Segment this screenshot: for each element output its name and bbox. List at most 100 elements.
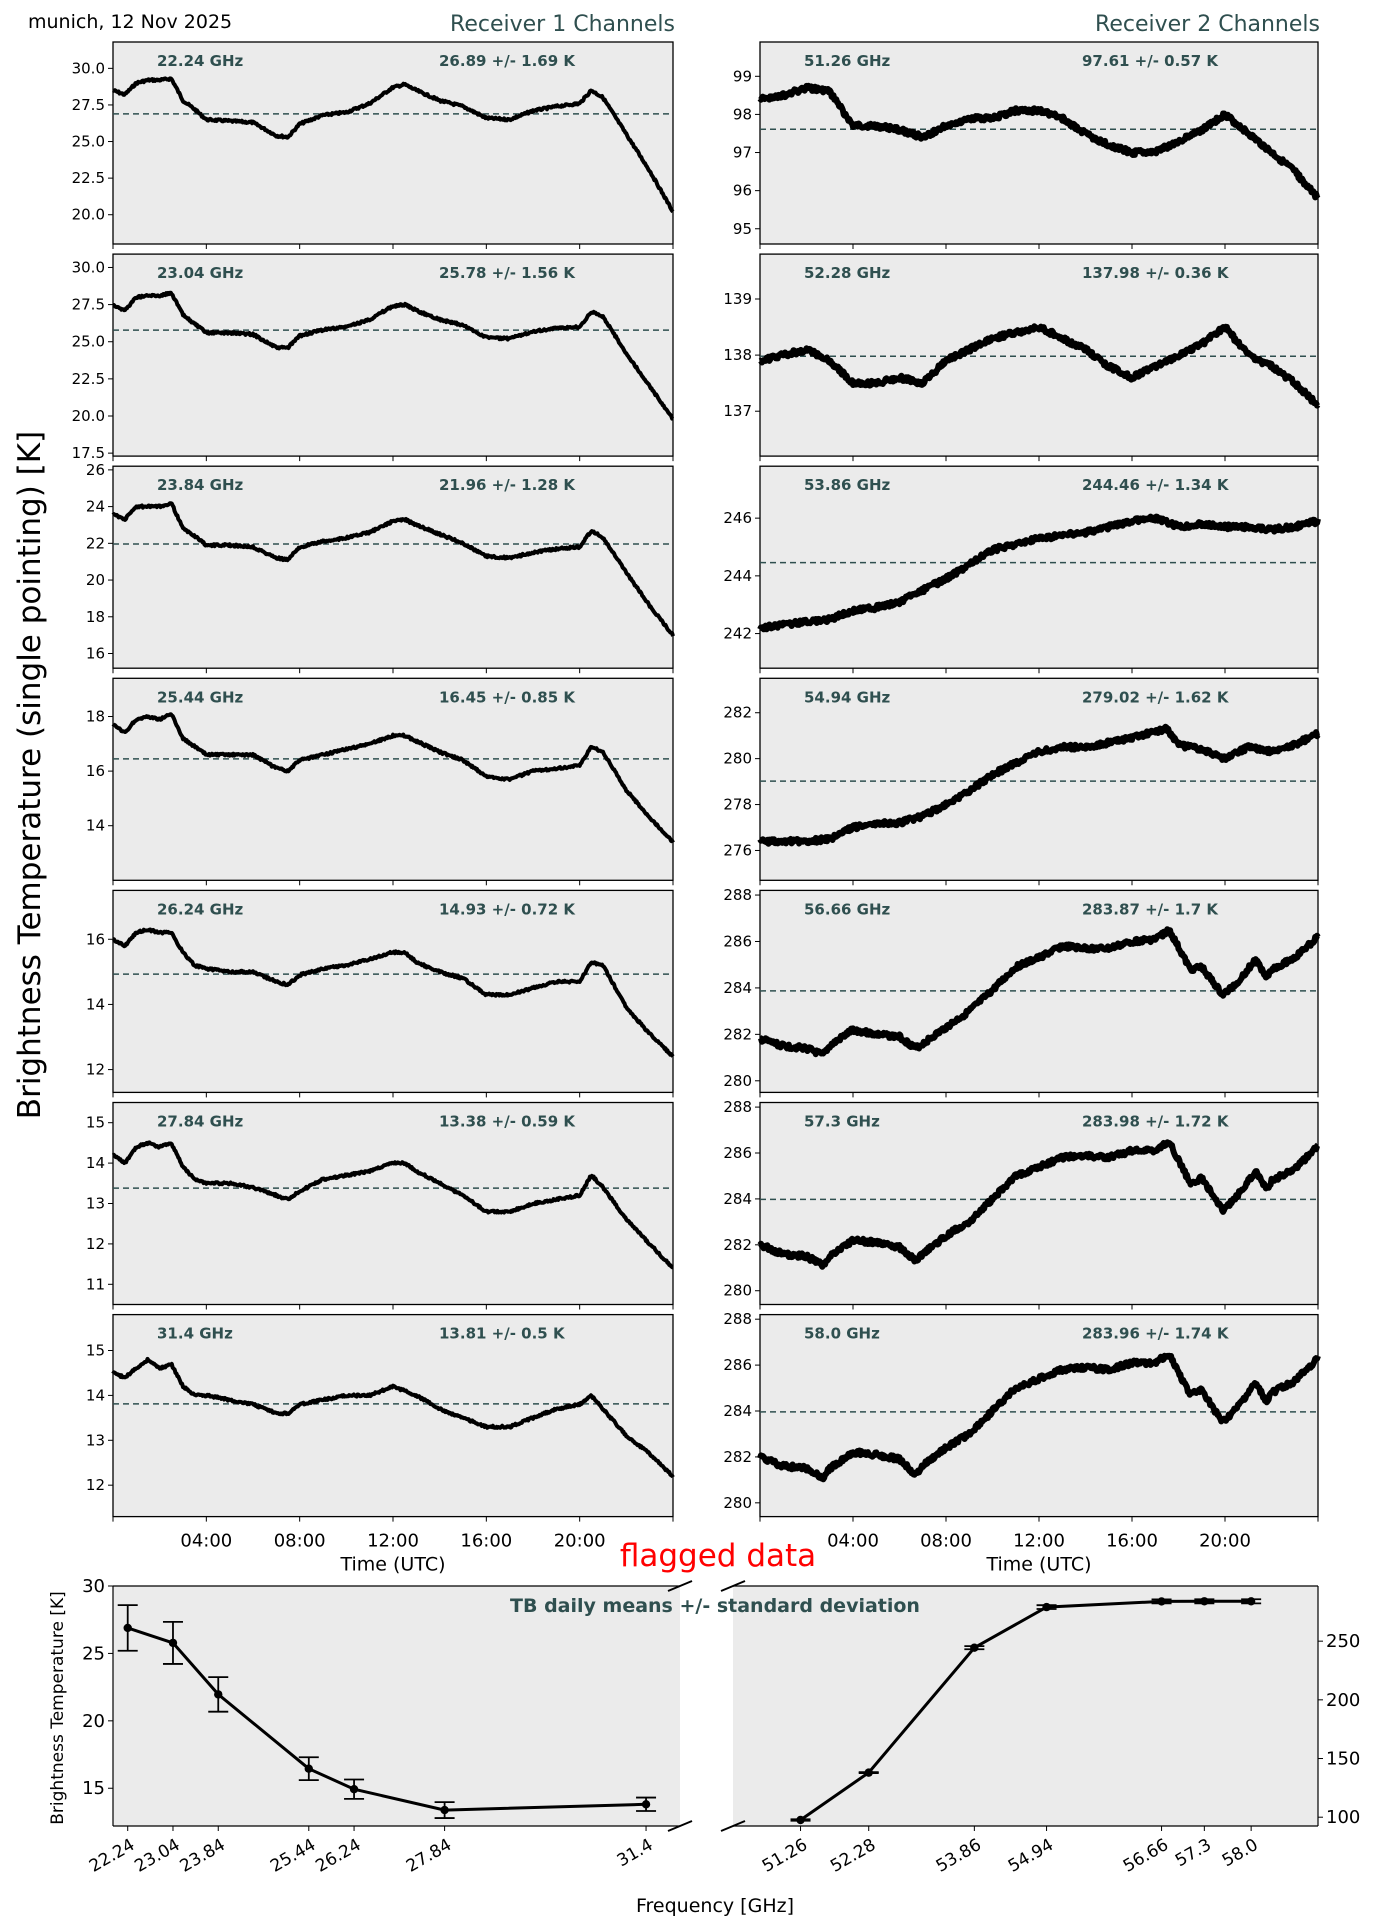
data-series xyxy=(757,1352,1321,1483)
timeseries-panels: 20.0 22.5 25.0 27.5 30.0 22.24 GHz 26.89 +/- 1… xyxy=(72,41,1321,1576)
y-tick-label: 137 xyxy=(723,402,752,420)
channel-label: 56.66 GHz xyxy=(804,900,891,918)
receiver1-title: Receiver 1 Channels xyxy=(450,12,675,37)
y-tick-label: 26 xyxy=(86,461,105,479)
y-tick-label: 16 xyxy=(86,762,105,780)
data-series xyxy=(757,323,1321,409)
y-tick-label: 284 xyxy=(723,979,752,997)
panel-23-84-ghz: 16 18 20 22 24 26 23.84 GHz 21.96 +/- 1.28 K xyxy=(86,461,675,674)
x-axis-label: Time (UTC) xyxy=(339,1554,445,1576)
panel-frame xyxy=(112,677,674,881)
x-tick-label: 23.84 xyxy=(177,1835,229,1877)
data-point xyxy=(970,1643,979,1652)
channel-stat: 13.81 +/- 0.5 K xyxy=(439,1325,566,1343)
y-tick-label: 13 xyxy=(86,1431,105,1449)
y-tick-label: 14 xyxy=(86,1386,105,1404)
channel-stat: 283.96 +/- 1.74 K xyxy=(1082,1325,1230,1343)
y-tick-label: 278 xyxy=(723,796,752,814)
axis-break-mark xyxy=(667,1580,693,1592)
y-tick-label: 14 xyxy=(86,817,105,835)
y-tick-label: 242 xyxy=(723,625,752,643)
x-tick-label: 08:00 xyxy=(274,1531,326,1552)
panel-27-84-ghz: 11 12 13 14 15 27.84 GHz 13.38 +/- 0.59 K xyxy=(86,1101,675,1310)
panel-25-44-ghz: 14 16 18 25.44 GHz 16.45 +/- 0.85 K xyxy=(86,677,675,886)
y-tick-label: 282 xyxy=(723,1448,752,1466)
y-tick-label: 15 xyxy=(86,1114,105,1132)
y-tick-label: 27.5 xyxy=(72,296,105,314)
y-tick-label: 30 xyxy=(82,1576,105,1597)
x-tick-label: 20:00 xyxy=(554,1531,606,1552)
y-tick-label: 276 xyxy=(723,841,752,859)
data-series xyxy=(111,501,675,637)
y-tick-label: 96 xyxy=(733,182,752,200)
channel-label: 27.84 GHz xyxy=(157,1113,244,1131)
y-tick-label: 12 xyxy=(86,1061,105,1079)
channel-label: 22.24 GHz xyxy=(157,52,244,70)
channel-label: 26.24 GHz xyxy=(157,900,244,918)
y-tick-label: 282 xyxy=(723,1025,752,1043)
y-tick-label: 286 xyxy=(723,1356,752,1374)
summary-title: TB daily means +/- standard deviation xyxy=(510,1595,920,1617)
x-tick-label: 57.3 xyxy=(1172,1835,1215,1871)
y-tick-label: 20.0 xyxy=(72,206,105,224)
data-point xyxy=(1246,1597,1256,1606)
data-series xyxy=(111,1356,675,1479)
y-tick-label: 95 xyxy=(733,220,752,238)
y-tick-label: 20 xyxy=(82,1711,105,1732)
panel-57-3-ghz: 280 282 284 286 288 57.3 GHz 283.98 +/- 1.72 K xyxy=(723,1098,1321,1310)
y-tick-label: 27.5 xyxy=(72,96,105,114)
y-tick-label: 280 xyxy=(723,1494,752,1512)
channel-label: 23.04 GHz xyxy=(157,264,244,282)
y-tick-label: 286 xyxy=(723,932,752,950)
panel-51-26-ghz: 95 96 97 98 99 51.26 GHz 97.61 +/- 0.57 K xyxy=(733,41,1321,249)
y-tick-label: 15 xyxy=(86,1342,105,1360)
y-tick-label: 14 xyxy=(86,1154,105,1172)
channel-stat: 283.98 +/- 1.72 K xyxy=(1082,1113,1230,1131)
panel-frame xyxy=(112,253,674,457)
data-series xyxy=(111,290,675,421)
channel-label: 23.84 GHz xyxy=(157,476,244,494)
y-tick-label: 15 xyxy=(82,1778,105,1799)
channel-stat: 25.78 +/- 1.56 K xyxy=(439,264,576,282)
panel-31-4-ghz: 12 13 14 15 31.4 GHz 13.81 +/- 0.5 K xyxy=(86,1313,675,1522)
panel-frame xyxy=(112,465,674,669)
panel-53-86-ghz: 242 244 246 53.86 GHz 244.46 +/- 1.34 K xyxy=(723,465,1321,674)
panel-frame xyxy=(759,253,1319,457)
y-tick-label: 286 xyxy=(723,1144,752,1162)
data-point xyxy=(1157,1597,1166,1606)
panel-52-28-ghz: 137 138 139 52.28 GHz 137.98 +/- 0.36 K xyxy=(723,253,1321,462)
channel-stat: 283.87 +/- 1.7 K xyxy=(1082,900,1219,918)
x-tick-label: 08:00 xyxy=(920,1531,972,1552)
panel-frame xyxy=(112,41,674,245)
y-tick-label: 20 xyxy=(86,571,105,589)
y-tick-label: 12 xyxy=(86,1235,105,1253)
data-point xyxy=(440,1805,449,1815)
y-tick-label: 246 xyxy=(723,509,752,527)
y-tick-label: 139 xyxy=(723,290,752,308)
global-ylabel: Brightness Temperature (single pointing)… xyxy=(12,431,48,1119)
panel-26-24-ghz: 12 14 16 26.24 GHz 14.93 +/- 0.72 K xyxy=(86,889,675,1098)
y-tick-label: 282 xyxy=(723,704,752,722)
y-tick-label: 138 xyxy=(723,346,752,364)
data-point xyxy=(864,1768,873,1777)
summary-ylabel: Brightness Temperature [K] xyxy=(48,1591,68,1824)
y-tick-label: 13 xyxy=(86,1195,105,1213)
channel-label: 53.86 GHz xyxy=(804,476,891,494)
data-point xyxy=(1042,1602,1051,1612)
data-series xyxy=(757,82,1321,201)
right-axis-bg xyxy=(733,1586,1318,1826)
data-series xyxy=(757,723,1321,847)
channel-stat: 21.96 +/- 1.28 K xyxy=(439,476,576,494)
data-point xyxy=(641,1800,651,1809)
y-tick-label: 282 xyxy=(723,1236,752,1254)
y-tick-label: 288 xyxy=(723,1310,752,1328)
data-point xyxy=(168,1638,178,1648)
location-date-label: munich, 12 Nov 2025 xyxy=(28,11,232,33)
y-tick-label: 22 xyxy=(86,534,105,552)
y-tick-label: 14 xyxy=(86,995,105,1013)
y-tick-label: 150 xyxy=(1326,1749,1360,1770)
panel-54-94-ghz: 276 278 280 282 54.94 GHz 279.02 +/- 1.62 K xyxy=(723,677,1321,886)
x-tick-label: 12:00 xyxy=(367,1531,419,1552)
y-tick-label: 288 xyxy=(723,1098,752,1116)
